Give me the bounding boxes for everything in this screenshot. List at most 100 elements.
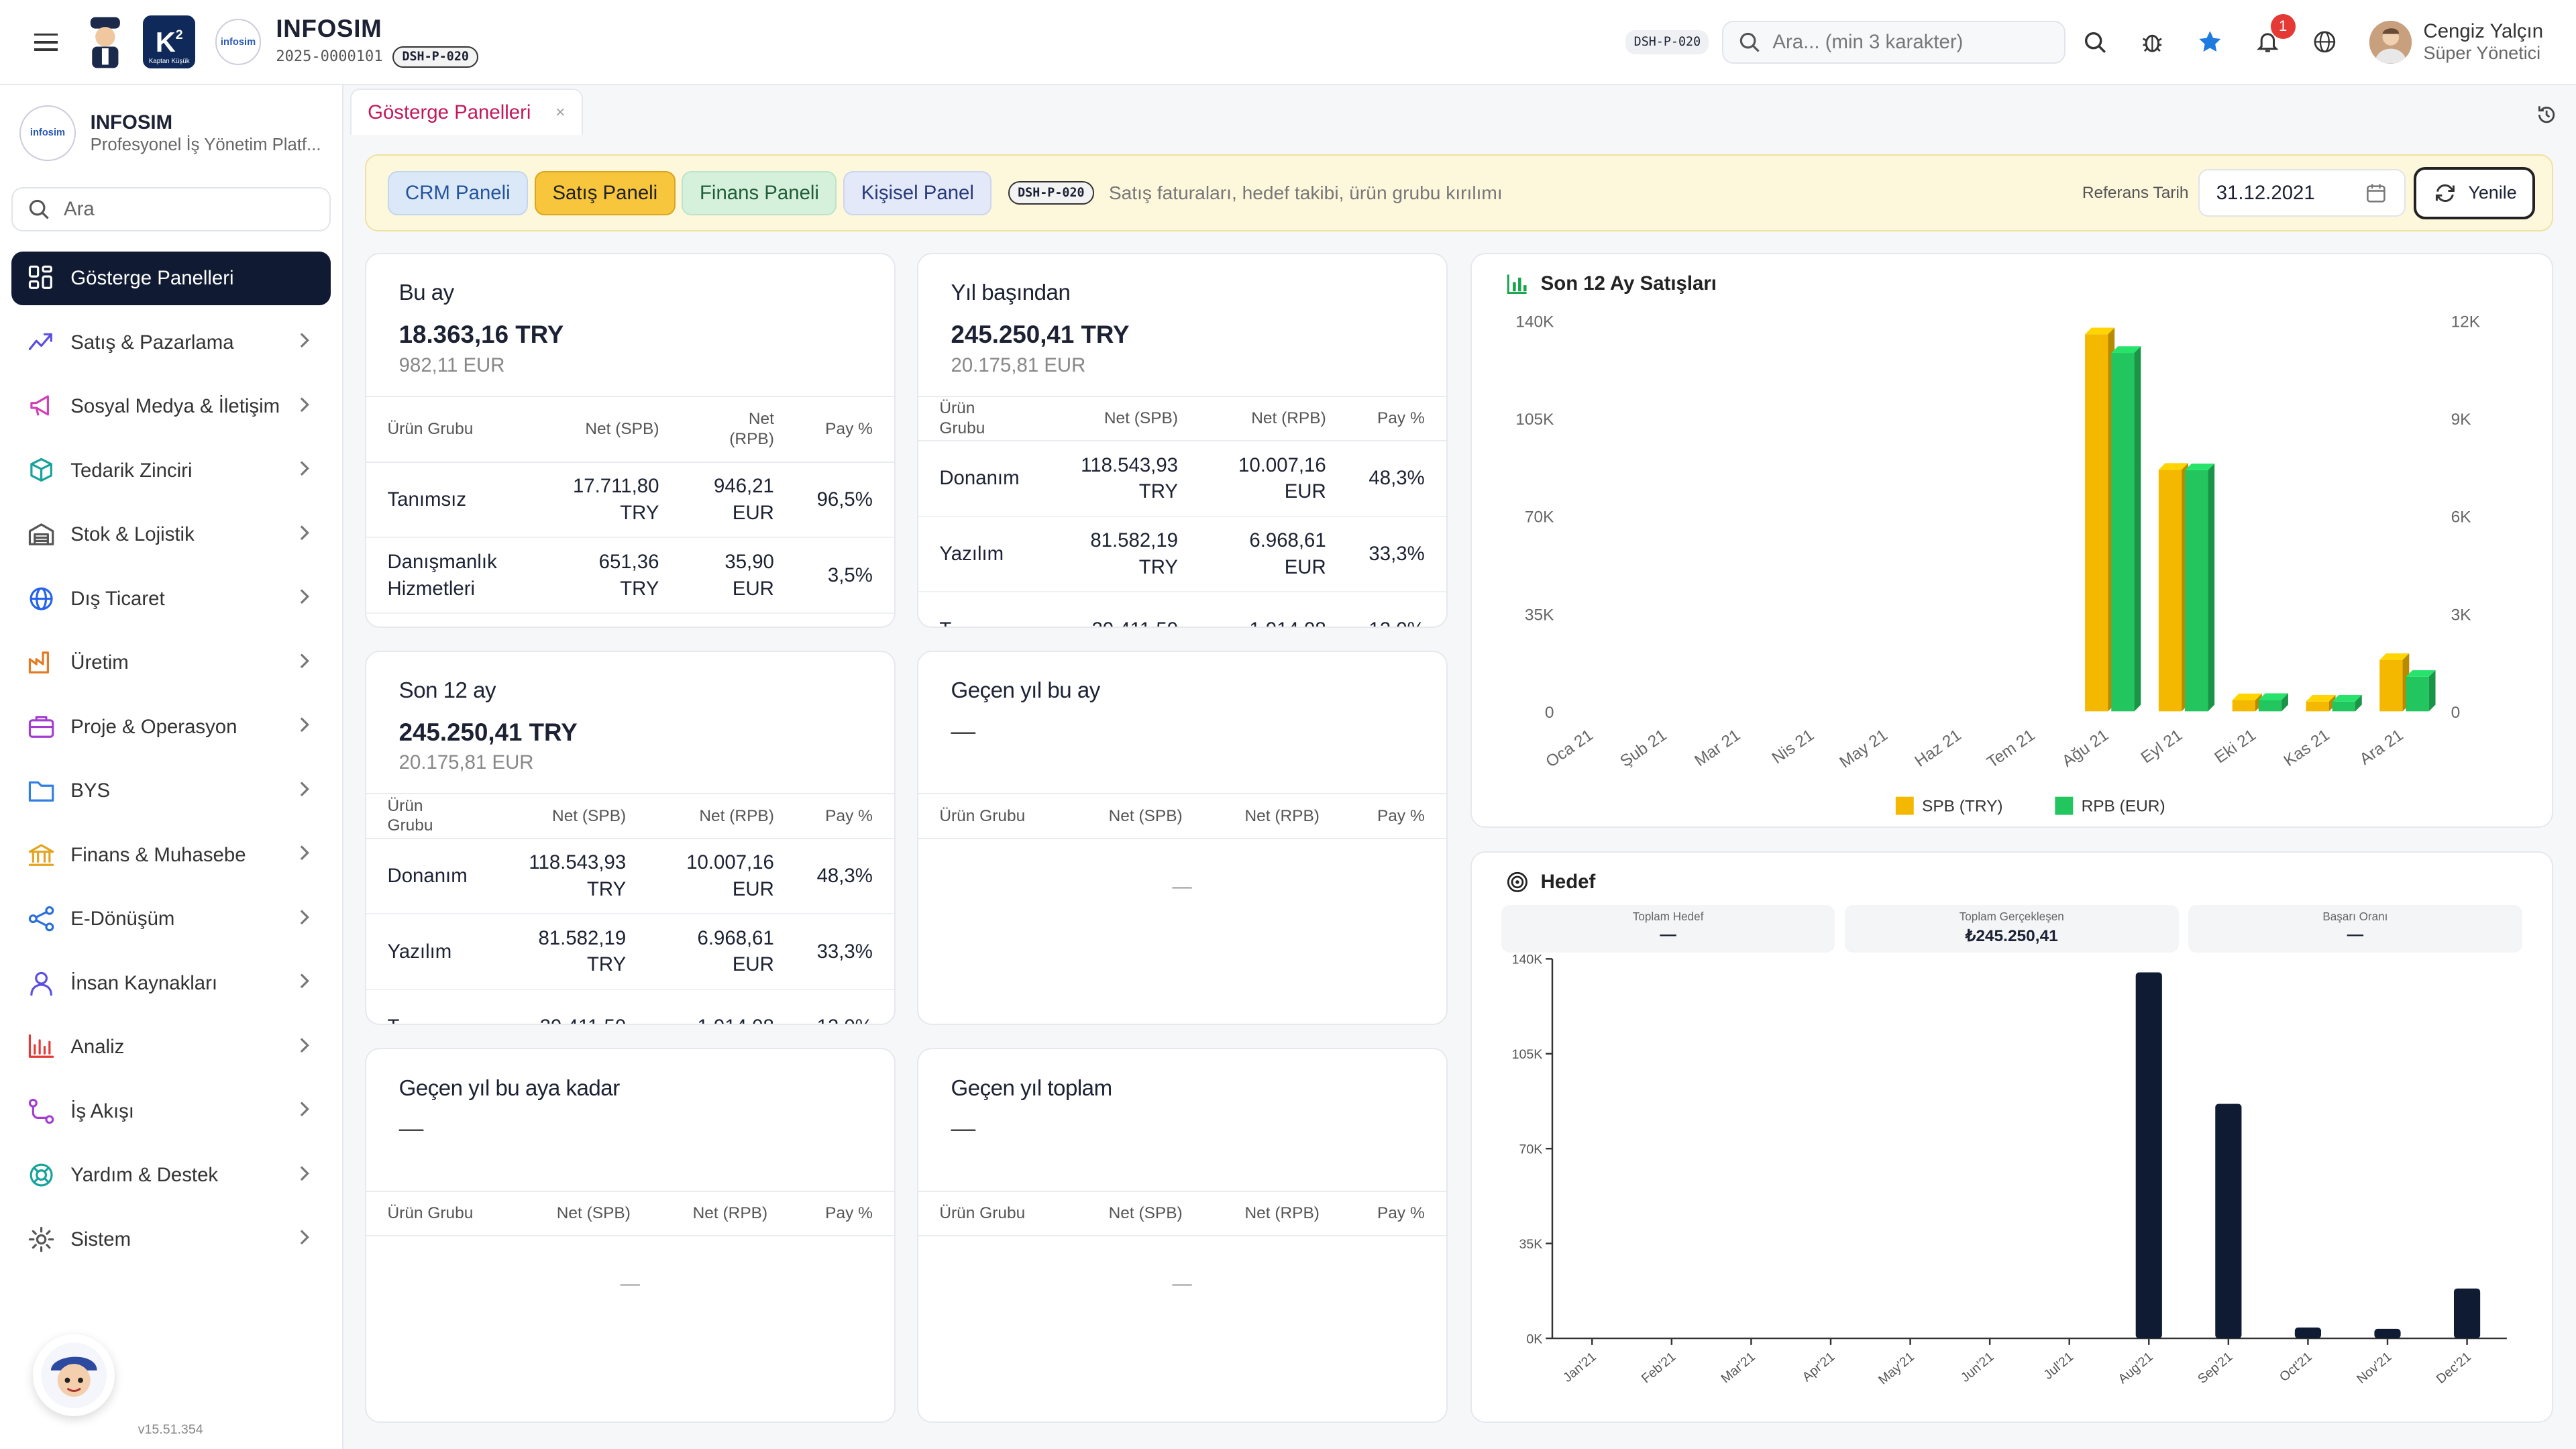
chevron-right-icon (298, 1228, 311, 1251)
chevron-right-icon (298, 716, 311, 739)
y-tick-right: 12K (2451, 313, 2480, 331)
sidebar-item-6[interactable]: Üretim (11, 636, 331, 690)
cell-share: 12,0% (1347, 592, 1446, 627)
card-title: Bu ay (398, 280, 455, 306)
table-row[interactable]: Yazılım 81.582,19 TRY 6.968,61 EUR 33,3% (918, 516, 1446, 593)
tab-sales-panel[interactable]: Satış Paneli (534, 170, 676, 215)
col-group: Ürün Grubu (366, 395, 541, 463)
sidebar-item-11[interactable]: İnsan Kaynakları (11, 956, 331, 1010)
avatar[interactable] (2369, 20, 2412, 64)
sidebar-item-3[interactable]: Tedarik Zinciri (11, 443, 331, 498)
sidebar-item-12[interactable]: Analiz (11, 1020, 331, 1075)
menu-icon[interactable] (34, 33, 58, 51)
x-tick: May'21 (1876, 1350, 1917, 1388)
sidebar-item-label: Finans & Muhasebe (70, 843, 246, 866)
card-last-12-months: Son 12 ay 245.250,41 TRY 20.175,81 EUR Ü… (364, 650, 896, 1026)
history-icon[interactable] (2533, 102, 2559, 128)
legend-swatch-0 (1895, 796, 1914, 815)
reference-date-input[interactable]: 31.12.2021 (2198, 169, 2406, 217)
bar-9 (2294, 1328, 2321, 1339)
sidebar-item-7[interactable]: Proje & Operasyon (11, 700, 331, 754)
chevron-right-icon (298, 651, 311, 674)
card-total: — (398, 1114, 424, 1142)
legend-label-1: RPB (EUR) (2081, 797, 2165, 815)
chevron-right-icon (298, 972, 311, 995)
bar-top-0-11 (2379, 653, 2410, 660)
product-group-table: Ürün Grubu Net (SPB) Net (RPB) Pay % (366, 1191, 894, 1237)
search-icon[interactable] (2082, 29, 2108, 55)
cell-share: 33,3% (1347, 516, 1446, 593)
sidebar-item-1[interactable]: Satış & Pazarlama (11, 315, 331, 370)
cell-net-rpb: 1.914,08 (1199, 592, 1348, 627)
chevron-right-icon (298, 780, 311, 802)
cell-share: 12,0% (795, 989, 894, 1024)
sidebar-item-10[interactable]: E-Dönüşüm (11, 892, 331, 947)
y-tick-left: 70K (1525, 508, 1554, 526)
org-header: infosim INFOSIM Profesyonel İş Yönetim P… (0, 85, 342, 161)
target-icon (1505, 869, 1531, 895)
sidebar-item-14[interactable]: Yardım & Destek (11, 1148, 331, 1203)
chevron-right-icon (298, 908, 311, 930)
table-row[interactable]: Donanım 118.543,93 TRY 10.007,16 EUR 48,3% (918, 440, 1446, 517)
sidebar-item-13[interactable]: İş Akışı (11, 1084, 331, 1138)
sidebar-item-8[interactable]: BYS (11, 764, 331, 818)
bank-icon (28, 844, 54, 866)
col-group: Ürün Grubu (918, 793, 1068, 839)
card-last-year-total: Geçen yıl toplam — Ürün Grubu Net (SPB) … (916, 1048, 1448, 1423)
x-tick: Jun'21 (1958, 1350, 1997, 1386)
sidebar-item-15[interactable]: Sistem (11, 1212, 331, 1267)
x-tick: Apr'21 (1799, 1350, 1837, 1385)
bar-chart-icon (1505, 271, 1531, 297)
page-code-badge: DSH-P-020 (392, 46, 479, 68)
target-chart-card: Hedef Toplam Hedef — Toplam Gerçekleşen ₺2… (1470, 851, 2553, 1423)
user-menu[interactable]: Cengiz Yalçın Süper Yönetici (2423, 20, 2544, 64)
cell-net-spb: 118.543,93 TRY (490, 838, 647, 915)
sidebar-item-label: Proje & Operasyon (70, 715, 237, 738)
cell-net-spb: 17.711,80 TRY (541, 462, 681, 539)
sales-chart: 0 35K 70K 105K 140K 0 3K 6K 9K 12K Oca 21 Şub 21 Mar… (1515, 313, 2481, 815)
bug-icon[interactable] (2139, 29, 2165, 55)
y-tick-right: 9K (2451, 411, 2471, 429)
table-row[interactable]: T29.411,501.914,0812,0% (366, 989, 894, 1024)
y-tick-left: 140K (1515, 313, 1554, 331)
sidebar-item-label: Satış & Pazarlama (70, 331, 234, 354)
y-tick: 0K (1526, 1332, 1542, 1347)
table-row[interactable]: Yazılım 81.582,19 TRY 6.968,61 EUR 33,3% (366, 914, 894, 990)
star-icon[interactable] (2197, 29, 2223, 55)
card-title: Geçen yıl toplam (951, 1075, 1112, 1101)
tab-crm-panel[interactable]: CRM Paneli (387, 170, 529, 215)
globe-icon[interactable] (2312, 29, 2338, 55)
tab-finance-panel[interactable]: Finans Paneli (682, 170, 837, 215)
trend-up-icon (28, 333, 52, 350)
table-row[interactable]: Danışmanlık Hizmetleri 651,36 TRY 35,90 EU… (366, 537, 894, 614)
tab-dashboards[interactable]: Gösterge Panelleri × (350, 89, 583, 135)
bar-11 (2453, 1289, 2480, 1339)
bar-top-1-11 (2406, 669, 2436, 677)
refresh-button[interactable]: Yenile (2414, 166, 2536, 219)
table-row[interactable]: Donanım 118.543,93 TRY 10.007,16 EUR 48,3% (366, 838, 894, 915)
assistant-bot-button[interactable] (32, 1334, 115, 1417)
bar-0-7 (2084, 333, 2108, 711)
sidebar-item-9[interactable]: Finans & Muhasebe (11, 828, 331, 882)
sidebar-search-input[interactable]: Ara (11, 187, 331, 232)
sidebar-item-5[interactable]: Dış Ticaret (11, 572, 331, 626)
y-tick-right: 3K (2451, 606, 2471, 624)
mascot-logo (84, 15, 127, 68)
close-icon[interactable]: × (555, 103, 566, 121)
sidebar-item-0[interactable]: Gösterge Panelleri (11, 251, 331, 306)
sidebar-item-2[interactable]: Sosyal Medya & İletişim (11, 380, 331, 434)
tab-personal-panel[interactable]: Kişisel Panel (843, 170, 992, 215)
global-search-input[interactable]: Ara... (min 3 karakter) (1721, 20, 2065, 64)
col-net-rpb: Net (RPB) (647, 793, 796, 839)
page-code-chip: DSH-P-020 (1625, 30, 1709, 54)
sidebar-item-4[interactable]: Stok & Lojistik (11, 508, 331, 562)
table-row[interactable]: T29.411,501.914,0812,0% (918, 592, 1446, 627)
card-total: — (951, 716, 976, 745)
bar-side-1-11 (2428, 669, 2436, 711)
bell-icon[interactable]: 1 (2254, 14, 2296, 55)
table-row[interactable]: Tanımsız 17.711,80 TRY 946,21 EUR 96,5% (366, 462, 894, 539)
sidebar-item-label: Üretim (70, 651, 129, 674)
col-net-spb: Net (SPB) (516, 1191, 652, 1237)
card-this-month: Bu ay 18.363,16 TRY 982,11 EUR Ürün Grub… (364, 253, 896, 628)
x-tick: Dec'21 (2434, 1350, 2474, 1387)
